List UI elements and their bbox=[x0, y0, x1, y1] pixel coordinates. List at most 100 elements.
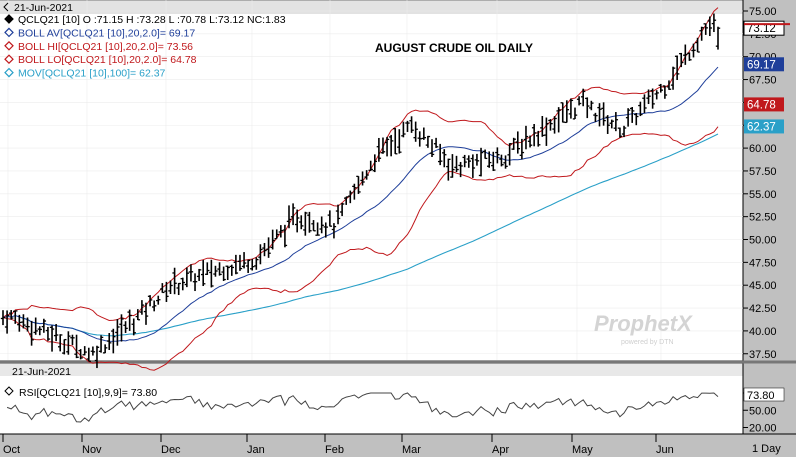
price-bar[interactable] bbox=[258, 244, 263, 265]
price-bar[interactable] bbox=[515, 131, 520, 154]
price-bar[interactable] bbox=[245, 259, 251, 273]
price-bar[interactable] bbox=[507, 143, 512, 166]
price-bar[interactable] bbox=[172, 267, 177, 295]
price-bar[interactable] bbox=[8, 310, 14, 320]
price-bar[interactable] bbox=[642, 94, 647, 114]
price-bar[interactable] bbox=[29, 320, 34, 346]
price-bar[interactable] bbox=[278, 225, 284, 238]
price-bar[interactable] bbox=[58, 334, 63, 352]
rsi-line[interactable] bbox=[6, 392, 719, 423]
price-bar[interactable] bbox=[13, 310, 18, 324]
price-bar[interactable] bbox=[380, 137, 386, 154]
price-bar[interactable] bbox=[86, 347, 91, 362]
price-bar[interactable] bbox=[601, 102, 606, 126]
price-bar[interactable] bbox=[25, 317, 30, 332]
price-bar[interactable] bbox=[568, 98, 574, 119]
price-bar[interactable] bbox=[437, 143, 443, 166]
price-bar[interactable] bbox=[621, 125, 627, 138]
price-bar[interactable] bbox=[233, 254, 239, 275]
price-bar[interactable] bbox=[446, 158, 451, 181]
price-bar[interactable] bbox=[78, 349, 83, 360]
price-bar[interactable] bbox=[560, 102, 565, 123]
price-bar[interactable] bbox=[45, 326, 51, 341]
price-bar[interactable] bbox=[225, 265, 230, 281]
price-bar[interactable] bbox=[609, 119, 614, 129]
price-bar[interactable] bbox=[164, 281, 169, 302]
price-bar[interactable] bbox=[307, 211, 312, 233]
price-bar[interactable] bbox=[401, 121, 406, 138]
price-bar[interactable] bbox=[487, 151, 492, 168]
price-bar[interactable] bbox=[433, 137, 439, 148]
price-bar[interactable] bbox=[205, 262, 210, 275]
price-bar[interactable] bbox=[634, 113, 639, 126]
price-bar[interactable] bbox=[344, 196, 349, 205]
price-bar[interactable] bbox=[466, 155, 471, 168]
price-bar[interactable] bbox=[294, 209, 300, 233]
price-bar[interactable] bbox=[196, 268, 202, 281]
price-bar[interactable] bbox=[221, 266, 226, 281]
price-bar[interactable] bbox=[250, 258, 255, 271]
price-bar[interactable] bbox=[188, 264, 194, 282]
price-bar[interactable] bbox=[585, 97, 590, 119]
price-bar[interactable] bbox=[556, 107, 561, 133]
price-bar[interactable] bbox=[339, 202, 345, 217]
price-bar[interactable] bbox=[397, 129, 402, 154]
price-bar[interactable] bbox=[262, 242, 267, 257]
price-bar[interactable] bbox=[102, 344, 108, 354]
price-bar[interactable] bbox=[156, 295, 161, 305]
price-bar[interactable] bbox=[536, 130, 541, 147]
price-bar[interactable] bbox=[691, 43, 696, 58]
price-bar[interactable] bbox=[266, 237, 271, 258]
price-bar[interactable] bbox=[331, 223, 337, 239]
price-bar[interactable] bbox=[540, 115, 545, 137]
price-bar[interactable] bbox=[703, 23, 708, 35]
price-bar[interactable] bbox=[115, 319, 120, 346]
price-bar[interactable] bbox=[315, 222, 320, 236]
bottom-time-label-box[interactable] bbox=[743, 435, 796, 457]
price-bar[interactable] bbox=[597, 103, 602, 127]
price-bar[interactable] bbox=[478, 147, 484, 177]
price-bar[interactable] bbox=[131, 318, 136, 336]
boll-lo-line[interactable] bbox=[2, 126, 719, 371]
price-bar[interactable] bbox=[666, 80, 672, 90]
price-bar[interactable] bbox=[674, 55, 680, 80]
price-bar[interactable] bbox=[695, 37, 700, 53]
price-bar[interactable] bbox=[699, 26, 704, 41]
price-bar[interactable] bbox=[237, 254, 243, 271]
price-bar[interactable] bbox=[254, 257, 259, 270]
price-bar[interactable] bbox=[123, 321, 128, 333]
price-bar[interactable] bbox=[552, 116, 557, 134]
price-bar[interactable] bbox=[613, 112, 619, 132]
price-bar[interactable] bbox=[421, 127, 427, 140]
price-bar[interactable] bbox=[711, 13, 717, 33]
price-bar[interactable] bbox=[589, 100, 594, 111]
price-bar[interactable] bbox=[82, 346, 87, 356]
price-bar[interactable] bbox=[147, 295, 153, 307]
price-bar[interactable] bbox=[495, 147, 500, 164]
price-bar[interactable] bbox=[335, 204, 341, 225]
price-bar[interactable] bbox=[98, 335, 104, 353]
price-bar[interactable] bbox=[372, 154, 377, 173]
price-bar[interactable] bbox=[180, 277, 185, 291]
price-bar[interactable] bbox=[605, 115, 610, 134]
price-bar[interactable] bbox=[454, 155, 459, 173]
price-bar[interactable] bbox=[348, 190, 353, 204]
price-bar[interactable] bbox=[282, 224, 288, 248]
price-bar[interactable] bbox=[388, 134, 394, 157]
price-bar[interactable] bbox=[658, 83, 663, 93]
price-bar[interactable] bbox=[286, 205, 292, 229]
price-bar[interactable] bbox=[683, 44, 688, 65]
price-bar[interactable] bbox=[303, 211, 308, 236]
price-bar[interactable] bbox=[352, 183, 357, 200]
price-bar[interactable] bbox=[679, 52, 684, 68]
price-bar[interactable] bbox=[327, 210, 333, 227]
price-bar[interactable] bbox=[638, 101, 643, 117]
price-bar[interactable] bbox=[70, 334, 75, 346]
price-bar[interactable] bbox=[229, 264, 234, 276]
price-bar[interactable] bbox=[127, 309, 132, 331]
price-bar[interactable] bbox=[405, 120, 410, 132]
price-bar[interactable] bbox=[111, 328, 116, 354]
price-bar[interactable] bbox=[90, 346, 96, 356]
price-bar[interactable] bbox=[368, 160, 373, 172]
price-bar[interactable] bbox=[442, 149, 447, 168]
